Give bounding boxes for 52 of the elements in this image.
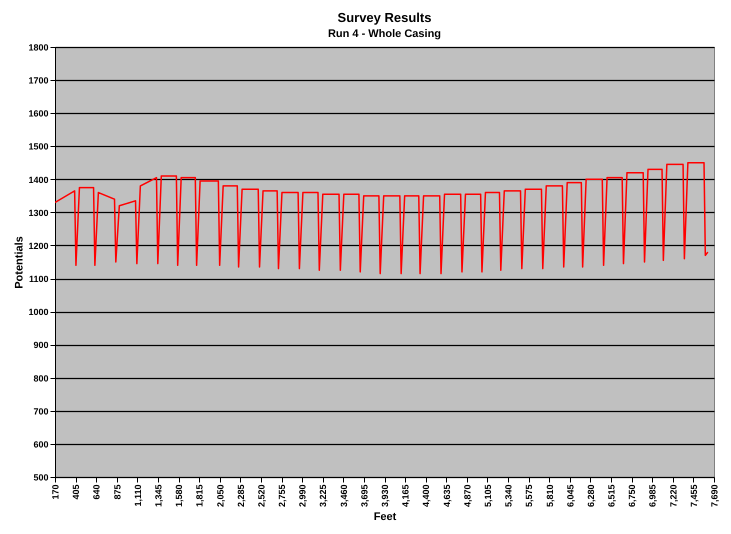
y-tick-label: 1700 bbox=[28, 76, 48, 86]
y-tick-label: 1000 bbox=[28, 307, 48, 318]
x-tick-label: 5,105 bbox=[482, 484, 493, 508]
x-tick-label: 2,050 bbox=[215, 484, 226, 508]
y-tick-label: 600 bbox=[33, 439, 48, 450]
x-tick-label: 5,340 bbox=[504, 484, 514, 508]
y-tick-label: 800 bbox=[33, 373, 48, 384]
x-tick-label: 6,515 bbox=[606, 484, 617, 508]
line-series bbox=[55, 162, 709, 274]
x-tick-label: 4,165 bbox=[400, 484, 411, 508]
y-tick-label: 1300 bbox=[28, 208, 48, 218]
y-axis-title: Potentials bbox=[13, 236, 26, 289]
x-tick-label: 405 bbox=[71, 484, 82, 500]
x-tick-label: 5,810 bbox=[544, 484, 555, 508]
x-tick-label: 1,345 bbox=[153, 484, 164, 508]
x-tick-label: 2,755 bbox=[277, 484, 288, 508]
x-tick-label: 6,750 bbox=[627, 484, 638, 508]
y-tick-label: 500 bbox=[33, 472, 48, 482]
y-tick-label: 1100 bbox=[28, 274, 48, 284]
y-tick-label: 1600 bbox=[28, 108, 48, 119]
y-tick-label: 1800 bbox=[28, 42, 48, 52]
x-tick-label: 6,280 bbox=[586, 484, 596, 508]
y-tick-label: 900 bbox=[33, 340, 48, 350]
x-tick-label: 7,220 bbox=[668, 484, 678, 508]
x-tick-label: 640 bbox=[92, 484, 102, 500]
y-tick-label: 700 bbox=[33, 406, 48, 416]
x-tick-label: 4,870 bbox=[462, 484, 472, 508]
y-tick-label: 1200 bbox=[28, 240, 48, 251]
x-tick-label: 3,460 bbox=[338, 484, 349, 508]
x-tick-label: 875 bbox=[112, 484, 122, 500]
x-tick-label: 2,285 bbox=[236, 484, 246, 508]
x-tick-label: 4,400 bbox=[421, 484, 432, 508]
x-tick-label: 4,635 bbox=[442, 484, 452, 508]
x-axis-title: Feet bbox=[374, 511, 397, 524]
chart-subtitle: Run 4 - Whole Casing bbox=[328, 28, 442, 40]
x-tick-label: 6,045 bbox=[565, 484, 576, 508]
x-tick-label: 1,815 bbox=[194, 484, 205, 508]
x-tick-label: 6,985 bbox=[648, 484, 658, 508]
x-tick-label: 3,930 bbox=[380, 484, 390, 508]
x-tick-label: 3,695 bbox=[359, 484, 370, 508]
x-tick-label: 7,690 bbox=[710, 484, 720, 508]
x-tick-label: 2,520 bbox=[256, 484, 266, 508]
x-tick-label: 3,225 bbox=[318, 484, 328, 508]
x-tick-label: 5,575 bbox=[524, 484, 534, 508]
x-tick-label: 7,455 bbox=[688, 484, 699, 508]
chart-title: Survey Results bbox=[338, 10, 432, 25]
y-tick-label: 1500 bbox=[28, 142, 48, 152]
x-tick-label: 1,580 bbox=[174, 484, 184, 508]
y-tick-label: 1400 bbox=[28, 174, 48, 185]
x-tick-label: 1,110 bbox=[132, 484, 143, 507]
x-tick-label: 170 bbox=[50, 484, 60, 500]
x-tick-label: 2,990 bbox=[298, 484, 308, 508]
